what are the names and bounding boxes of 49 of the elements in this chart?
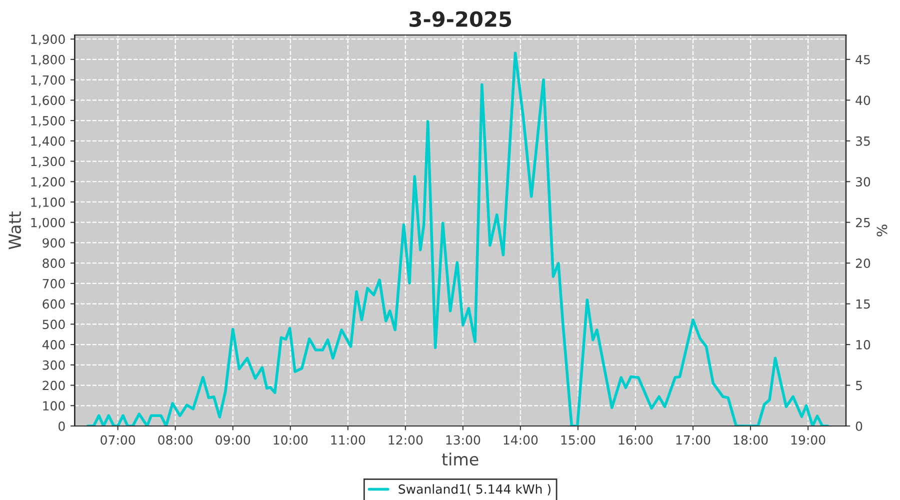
y2-tick-label: 45	[856, 55, 870, 64]
x-tick-label: 10:00	[274, 435, 308, 445]
chart-title: 3-9-2025	[410, 11, 512, 27]
x-tick-label: 19:00	[791, 435, 826, 445]
x-tick-label: 16:00	[618, 435, 653, 445]
y-tick-label: 1,200	[31, 177, 65, 188]
y2-tick-label: 0	[856, 421, 862, 431]
y-tick-label: 1,700	[31, 75, 65, 86]
y2-tick-label: 15	[856, 299, 870, 309]
y-tick-label: 100	[43, 401, 65, 411]
line-series	[86, 52, 829, 426]
x-tick-label: 11:00	[331, 435, 366, 445]
y-tick-label: 1,000	[31, 218, 65, 229]
y2-axis-title: %	[876, 224, 888, 236]
x-tick-label: 14:00	[504, 435, 538, 445]
y2-tick-label: 20	[856, 258, 870, 268]
y-tick-label: 1,100	[31, 197, 65, 208]
y-tick-label: 0	[58, 421, 65, 431]
x-tick-label: 09:00	[216, 435, 250, 445]
y-tick-label: 600	[42, 299, 65, 309]
x-tick-label: 17:00	[676, 435, 710, 445]
y-tick-label: 500	[42, 320, 65, 330]
x-tick-label: 15:00	[561, 435, 596, 445]
y2-tick-label: 35	[856, 136, 870, 146]
y-tick-label: 200	[42, 380, 65, 390]
y2-tick-label: 40	[856, 96, 870, 106]
y2-tick-label: 10	[856, 340, 870, 350]
y-tick-label: 1,800	[31, 54, 65, 66]
y-tick-label: 1,500	[31, 116, 65, 127]
x-tick-label: 08:00	[158, 435, 193, 445]
y2-tick-label: 25	[856, 218, 870, 228]
y-tick-label: 800	[42, 258, 65, 268]
y-axis-title: Watt	[8, 212, 22, 250]
x-tick-label: 18:00	[734, 435, 768, 445]
x-tick-label: 07:00	[100, 435, 136, 445]
x-tick-label: 13:00	[446, 435, 480, 445]
y-tick-label: 900	[42, 238, 65, 248]
y-tick-label: 700	[42, 278, 65, 288]
y-tick-label: 1,900	[31, 34, 65, 46]
x-tick-label: 12:00	[388, 435, 423, 445]
y-tick-label: 1,400	[31, 136, 65, 148]
x-axis-title: time	[442, 452, 478, 466]
y-tick-label: 1,300	[31, 156, 65, 168]
y-tick-label: 400	[42, 340, 65, 350]
y2-tick-label: 30	[856, 177, 870, 187]
y-tick-label: 300	[42, 360, 65, 370]
y-tick-label: 1,600	[31, 96, 65, 106]
legend-label: Swanland1( 5.144 kWh )	[398, 484, 550, 496]
y2-tick-label: 5	[856, 380, 862, 390]
